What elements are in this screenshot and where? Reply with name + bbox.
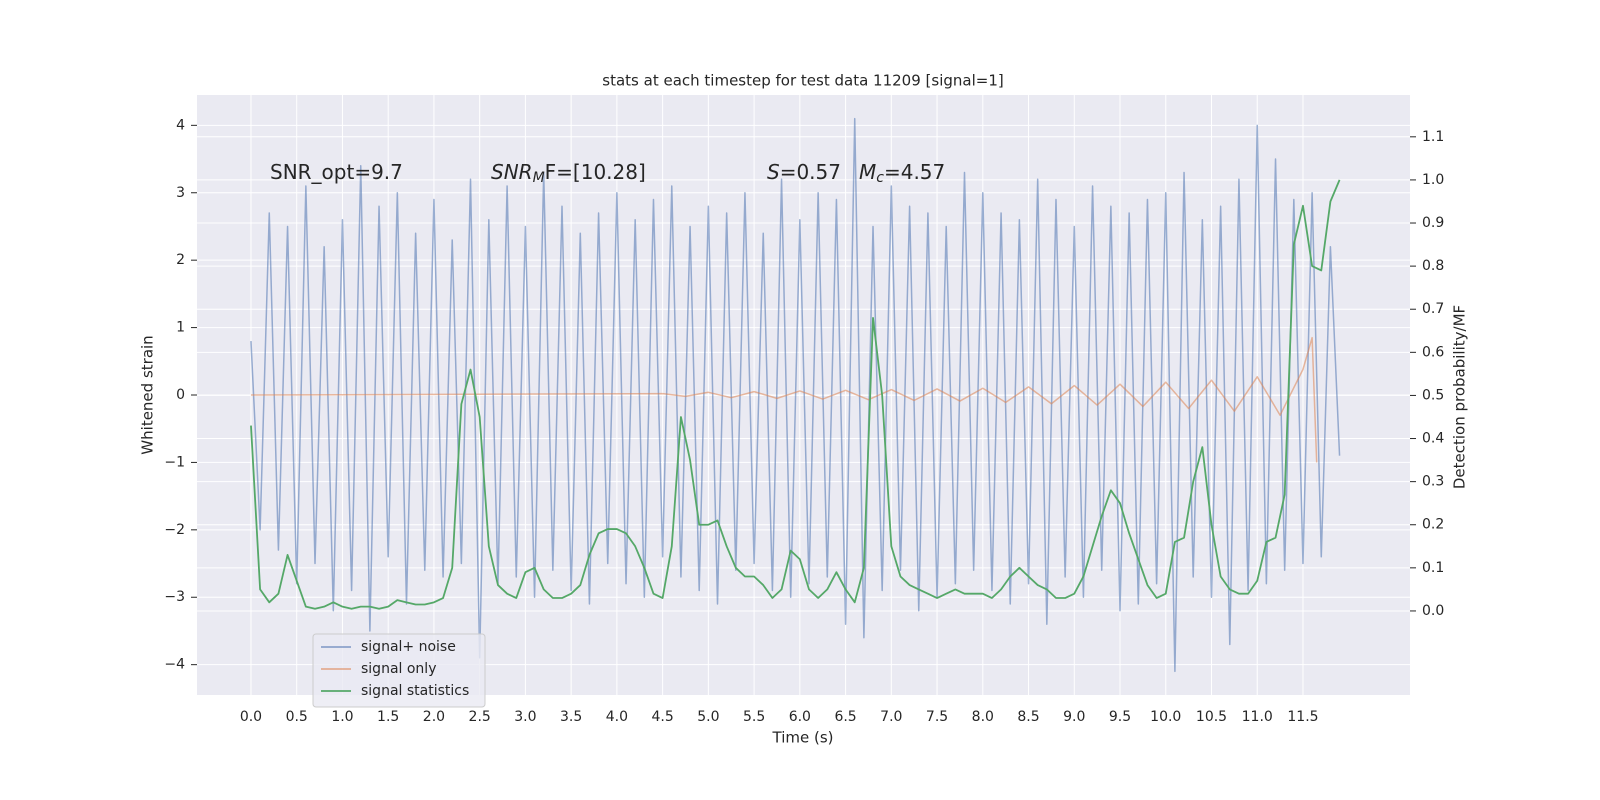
- y-tick-label: −3: [164, 589, 185, 605]
- annotation-part: =4.57: [884, 160, 945, 184]
- annotation-part: =0.57: [780, 160, 841, 184]
- x-tick-label: 3.5: [560, 709, 582, 725]
- annotation-part: c: [876, 170, 884, 186]
- x-tick-label: 4.0: [606, 709, 628, 725]
- y2-tick-label: 0.7: [1422, 301, 1444, 317]
- x-tick-label: 8.0: [972, 709, 994, 725]
- x-tick-label: 11.0: [1242, 709, 1273, 725]
- legend-label: signal statistics: [361, 683, 469, 699]
- y-tick-label: −2: [164, 522, 185, 538]
- y-tick-label: 4: [176, 117, 185, 133]
- x-tick-label: 11.5: [1287, 709, 1318, 725]
- x-tick-label: 4.5: [651, 709, 673, 725]
- x-tick-label: 7.0: [880, 709, 902, 725]
- annotation-part: SNR: [491, 160, 533, 184]
- x-axis-label: Time (s): [772, 729, 834, 747]
- annotation-part: M: [859, 160, 876, 184]
- x-tick-label: 0.5: [286, 709, 308, 725]
- x-tick-label: 8.5: [1017, 709, 1039, 725]
- annotation: SNR_opt=9.7: [270, 160, 403, 184]
- y2-tick-label: 0.9: [1422, 215, 1444, 231]
- x-tick-label: 7.5: [926, 709, 948, 725]
- x-tick-label: 0.0: [240, 709, 262, 725]
- annotation: Mc=4.57: [859, 160, 945, 187]
- series-line: [250, 117, 1341, 673]
- y2-tick-label: 1.1: [1422, 129, 1444, 145]
- legend-label: signal only: [361, 661, 436, 677]
- y-tick-label: −1: [164, 454, 185, 470]
- series-line: [250, 336, 1318, 463]
- x-tick-label: 3.0: [514, 709, 536, 725]
- annotation-part: F=[10.28]: [545, 160, 646, 184]
- y2-tick-label: 0.5: [1422, 387, 1444, 403]
- y-tick-label: −4: [164, 657, 185, 673]
- x-tick-label: 6.5: [834, 709, 856, 725]
- series-line: [250, 179, 1341, 610]
- x-tick-label: 1.5: [377, 709, 399, 725]
- annotation: S=0.57: [767, 160, 841, 184]
- y2-tick-label: 0.2: [1422, 517, 1444, 533]
- y2-axis-label: Detection probability/MF: [1451, 305, 1469, 489]
- y2-tick-label: 0.8: [1422, 258, 1444, 274]
- y-axis-label: Whitened strain: [139, 335, 157, 454]
- y-tick-label: 2: [176, 252, 185, 268]
- annotation: SNRMF=[10.28]: [491, 160, 646, 187]
- x-tick-label: 6.0: [789, 709, 811, 725]
- x-tick-label: 1.0: [331, 709, 353, 725]
- x-tick-label: 5.5: [743, 709, 765, 725]
- x-tick-label: 10.0: [1150, 709, 1181, 725]
- annotation-part: M: [533, 170, 545, 186]
- x-tick-label: 5.0: [697, 709, 719, 725]
- x-tick-label: 10.5: [1196, 709, 1227, 725]
- y2-tick-label: 0.4: [1422, 431, 1444, 447]
- y-tick-label: 1: [176, 320, 185, 336]
- y2-tick-label: 1.0: [1422, 172, 1444, 188]
- legend: signal+ noise signal only signal statistic…: [312, 633, 486, 708]
- y2-tick-label: 0.3: [1422, 474, 1444, 490]
- x-tick-label: 9.0: [1063, 709, 1085, 725]
- legend-box: [312, 633, 486, 708]
- annotation-part: SNR_opt=9.7: [270, 160, 403, 184]
- y-tick-label: 3: [176, 185, 185, 201]
- y2-tick-label: 0.1: [1422, 560, 1444, 576]
- x-tick-label: 2.5: [469, 709, 491, 725]
- x-tick-label: 9.5: [1109, 709, 1131, 725]
- y-tick-label: 0: [176, 387, 185, 403]
- x-tick-label: 2.0: [423, 709, 445, 725]
- chart-title: stats at each timestep for test data 112…: [602, 72, 1003, 90]
- annotation-part: S: [767, 160, 780, 184]
- legend-label: signal+ noise: [361, 639, 456, 655]
- y2-tick-label: 0.6: [1422, 344, 1444, 360]
- y2-tick-label: 0.0: [1422, 603, 1444, 619]
